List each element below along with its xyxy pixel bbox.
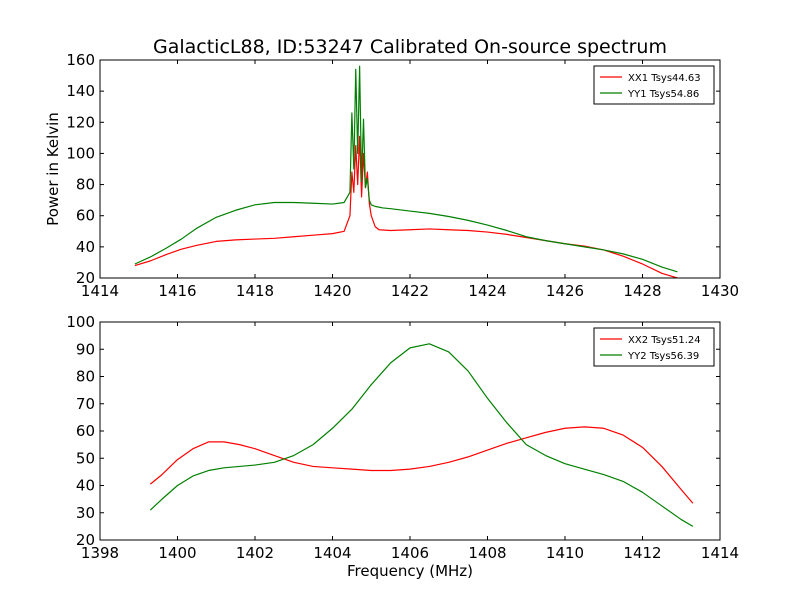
y-tick-label: 80 xyxy=(76,368,95,386)
legend: XX2 Tsys51.24 YY2 Tsys56.39 xyxy=(593,327,715,367)
y-tick-label: 160 xyxy=(66,51,95,69)
bottom-spectrum-panel: Frequency (MHz) 1398 1400 1402 1404 1406 1408… xyxy=(66,313,739,580)
x-tick-label: 1420 xyxy=(313,282,351,300)
y-axis-label-top: Power in Kelvin xyxy=(44,112,62,226)
x-tick-label: 1416 xyxy=(158,282,196,300)
x-tick-label: 1426 xyxy=(546,282,584,300)
legend-box xyxy=(593,327,715,367)
y-tick-label: 120 xyxy=(66,113,95,131)
y-tick-label: 60 xyxy=(76,422,95,440)
x-tick-label: 1410 xyxy=(546,544,584,562)
y-tick-label: 100 xyxy=(66,144,95,162)
x-tick-label: 1402 xyxy=(236,544,274,562)
x-tick-label: 1406 xyxy=(391,544,429,562)
y-tick-label: 30 xyxy=(76,504,95,522)
x-tick-label: 1400 xyxy=(158,544,196,562)
x-tick-label: 1422 xyxy=(391,282,429,300)
x-tick-label: 1412 xyxy=(623,544,661,562)
x-tick-label: 1424 xyxy=(468,282,506,300)
top-spectrum-panel: GalacticL88, ID:53247 Calibrated On-sour… xyxy=(44,36,739,300)
legend-entry-label: YY2 Tsys56.39 xyxy=(627,351,699,362)
y-tick-label: 60 xyxy=(76,207,95,225)
y-tick-label: 20 xyxy=(76,531,95,549)
y-tick-label: 70 xyxy=(76,395,95,413)
y-tick-label: 40 xyxy=(76,477,95,495)
y-tick-label: 50 xyxy=(76,449,95,467)
legend-entry-label: XX2 Tsys51.24 xyxy=(628,335,701,346)
legend-box xyxy=(593,65,715,105)
chart-title: GalacticL88, ID:53247 Calibrated On-sour… xyxy=(153,36,667,58)
top-plot-area: 1414 1416 1418 1420 1422 1424 1426 1428 1430 20 40… xyxy=(66,51,739,300)
y-tick-label: 40 xyxy=(76,238,95,256)
x-tick-label: 1404 xyxy=(313,544,351,562)
x-tick-label: 1408 xyxy=(468,544,506,562)
x-tick-label: 1428 xyxy=(623,282,661,300)
bottom-plot-area: 1398 1400 1402 1404 1406 1408 1410 1412 1414 20 30… xyxy=(66,313,739,562)
x-tick-label: 1430 xyxy=(701,282,739,300)
x-tick-label: 1414 xyxy=(81,282,119,300)
y-tick-label: 100 xyxy=(66,313,95,331)
x-tick-label: 1414 xyxy=(701,544,739,562)
y-tick-label: 80 xyxy=(76,176,95,194)
x-axis-label-bottom: Frequency (MHz) xyxy=(347,562,473,580)
y-tick-label: 90 xyxy=(76,340,95,358)
x-tick-label: 1398 xyxy=(81,544,119,562)
y-tick-label: 140 xyxy=(66,82,95,100)
x-tick-label: 1418 xyxy=(236,282,274,300)
series-line-xx2 xyxy=(149,426,694,504)
legend: XX1 Tsys44.63 YY1 Tsys54.86 xyxy=(593,65,715,105)
y-tick-label: 20 xyxy=(76,269,95,287)
legend-entry-label: YY1 Tsys54.86 xyxy=(627,89,699,100)
legend-entry-label: XX1 Tsys44.63 xyxy=(628,73,701,84)
series-line-yy2 xyxy=(149,343,694,527)
series-line-yy1 xyxy=(134,65,678,273)
